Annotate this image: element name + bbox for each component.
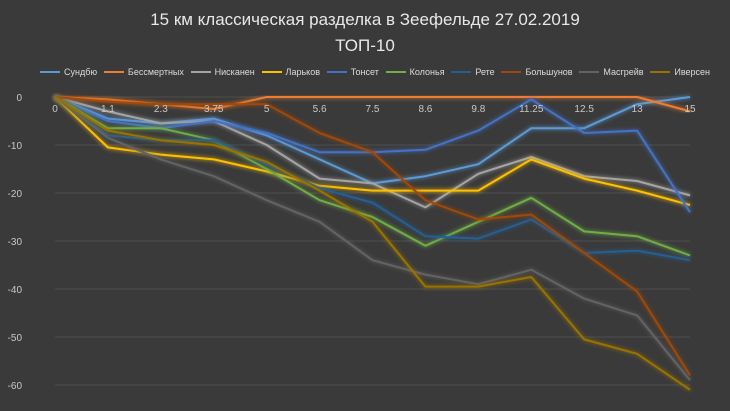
x-tick-label: 2.3 <box>154 104 168 115</box>
legend-label: Бессмертных <box>127 67 184 77</box>
legend-item: Нисканен <box>190 67 255 77</box>
legend-label: Сундбю <box>64 67 98 77</box>
series-line-9 <box>54 96 691 391</box>
x-tick-label: 5.6 <box>313 104 327 115</box>
y-tick-label: -50 <box>8 333 23 344</box>
legend-label: Большунов <box>525 67 573 77</box>
legend-swatch <box>385 71 406 73</box>
y-tick-label: 0 <box>16 93 22 104</box>
y-tick-label: -20 <box>8 189 23 200</box>
series-line-5 <box>54 96 691 257</box>
x-tick-label: 1.1 <box>101 104 115 115</box>
legend-item: Колонья <box>385 67 445 77</box>
legend-item: Бессмертных <box>103 67 184 77</box>
x-tick-label: 15 <box>684 104 696 115</box>
chart-title: 15 км классическая разделка в Зеефельде … <box>150 10 580 29</box>
x-tick-label: 5 <box>264 104 270 115</box>
legend-label: Колонья <box>409 67 445 77</box>
series-line-3 <box>54 96 691 206</box>
legend-item: Масгрейв <box>579 67 644 77</box>
legend-swatch <box>326 71 347 73</box>
series-line-2 <box>54 96 691 209</box>
legend-item: Тонсет <box>326 67 379 77</box>
legend-swatch <box>40 71 60 73</box>
legend-swatch <box>451 71 472 73</box>
y-tick-label: -40 <box>8 285 23 296</box>
series-line-8 <box>54 96 691 381</box>
y-tick-label: -10 <box>8 141 23 152</box>
x-tick-label: 0 <box>52 104 58 115</box>
legend-swatch <box>579 71 600 73</box>
legend-item: Рете <box>451 67 495 77</box>
x-tick-label: 11.25 <box>519 104 544 115</box>
legend-swatch <box>190 71 211 73</box>
x-tick-label: 9.8 <box>471 104 485 115</box>
x-tick-label: 13 <box>632 104 644 115</box>
legend-swatch <box>650 71 671 73</box>
y-tick-label: -60 <box>8 381 23 392</box>
x-tick-label: 8.6 <box>418 104 432 115</box>
legend-item: Сундбю <box>40 67 97 77</box>
x-tick-label: 7.5 <box>366 104 380 115</box>
series-line-7 <box>54 96 691 376</box>
legend-label: Ларьков <box>285 67 320 77</box>
legend-label: Иверсен <box>674 67 710 77</box>
legend-label: Тонсет <box>350 67 379 77</box>
legend-item: Иверсен <box>650 67 710 77</box>
legend-label: Масгрейв <box>603 67 644 77</box>
legend-item: Большунов <box>501 67 573 77</box>
legend-swatch <box>501 71 522 73</box>
legend: Сундбю Бессмертных Нисканен Ларьков Тонсет Ко… <box>40 67 710 77</box>
legend-label: Рете <box>475 67 495 77</box>
x-tick-label: 3.75 <box>204 104 224 115</box>
legend-swatch <box>261 71 282 73</box>
legend-swatch <box>103 71 124 73</box>
legend-label: Нисканен <box>214 67 255 77</box>
chart-subtitle: ТОП-10 <box>335 36 395 55</box>
y-tick-label: -30 <box>8 237 23 248</box>
legend-item: Ларьков <box>261 67 320 77</box>
x-tick-label: 12.5 <box>574 104 594 115</box>
